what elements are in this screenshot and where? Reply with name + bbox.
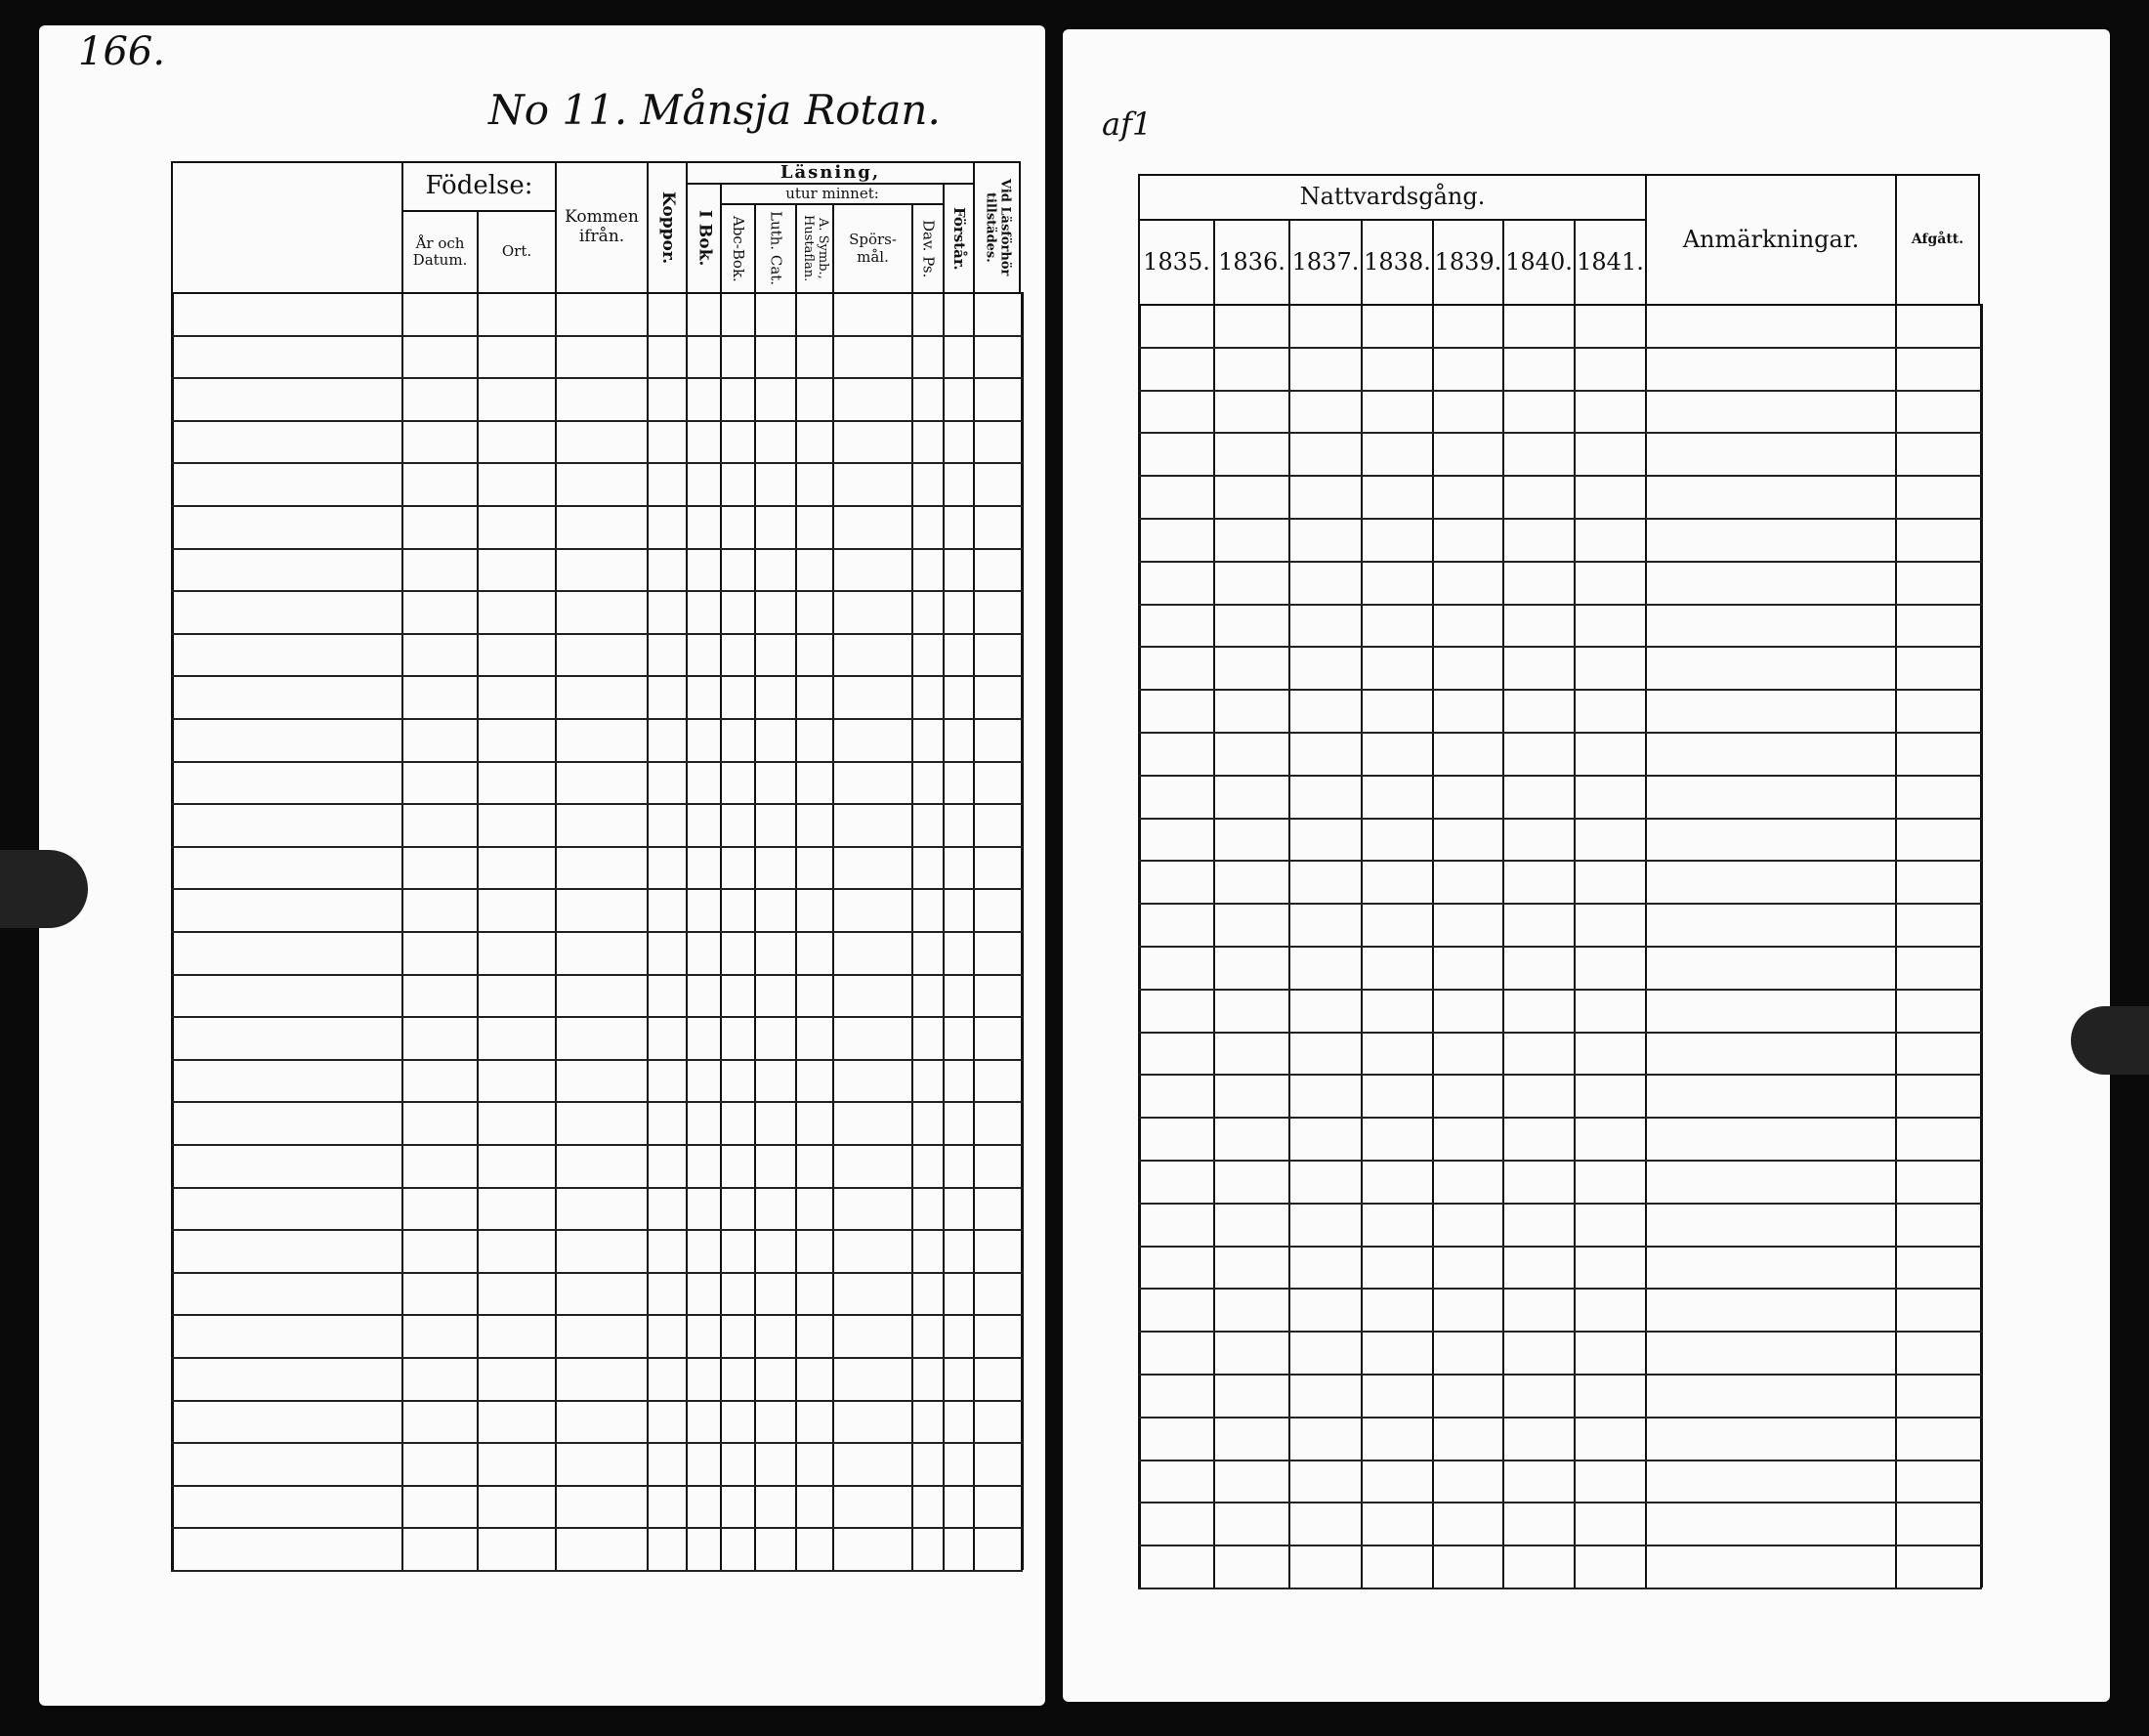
right-table-row-rule [1138, 903, 1982, 906]
left-table-row-rule [171, 1484, 1023, 1487]
right-table-row-rule [1138, 1245, 1982, 1248]
left-table-row-rule [171, 973, 1023, 976]
kommen-ifran-header: Kommen ifrån. [555, 161, 649, 294]
left-table-row-rule [171, 803, 1023, 806]
page-number: 166. [78, 29, 166, 74]
right-table-row-rule [1138, 475, 1982, 478]
right-table-row-rule [1138, 1160, 1982, 1162]
left-table-row-rule [171, 1101, 1023, 1104]
right-table-row-rule [1138, 988, 1982, 991]
left-table-row-rule [171, 1058, 1023, 1061]
page-mark: af1 [1102, 106, 1153, 143]
anmarkningar-header: Anmärkningar. [1645, 174, 1897, 306]
left-table-row-rule [171, 931, 1023, 933]
right-table-row-rule [1138, 646, 1982, 649]
right-table-row-rule [1138, 1459, 1982, 1461]
left-table-row-rule [171, 462, 1023, 465]
right-table-row-rule [1138, 1331, 1982, 1334]
right-table-row-rule [1138, 1202, 1982, 1205]
left-table-row-rule [171, 1314, 1023, 1317]
right-table-row-rule [1138, 1588, 1982, 1589]
right-table-row-rule [1138, 946, 1982, 948]
sporsmal-header: Spörs-mål. [832, 203, 913, 294]
year-1841-header: 1841. [1574, 219, 1647, 306]
right-table-row-rule [1138, 1545, 1982, 1547]
year-1839-header: 1839. [1432, 219, 1504, 306]
right-table-row-rule [1138, 1117, 1982, 1120]
left-table-row-rule [171, 1186, 1023, 1189]
left-table-row-rule [171, 334, 1023, 337]
name-header [171, 161, 403, 294]
utur-minnet-header: utur minnet: [720, 183, 945, 205]
left-table-row-rule [171, 505, 1023, 507]
right-table-row-rule [1138, 774, 1982, 777]
book-clasp-left [0, 850, 88, 928]
right-table-row-rule [1138, 603, 1982, 606]
left-table-row-rule [171, 377, 1023, 380]
left-table-row-rule [171, 632, 1023, 635]
afgatt-header: Afgått. [1895, 174, 1980, 306]
right-table-row-rule [1138, 1502, 1982, 1504]
left-table-row-rule [171, 1527, 1023, 1530]
fodelse-header: Födelse: [401, 161, 557, 212]
koppor-header: Koppor. [647, 161, 688, 294]
symb-hustaflan-header: A. Symb., Hustaflan. [795, 203, 834, 294]
left-table-row-rule [171, 1442, 1023, 1445]
right-table-row-rule [1138, 1416, 1982, 1418]
left-table-row-rule [171, 1144, 1023, 1146]
page-heading: No 11. Månsja Rotan. [488, 86, 941, 134]
left-table-row-rule [171, 590, 1023, 593]
right-table-row-rule [1138, 860, 1982, 863]
forstar-header: Förstår. [943, 183, 975, 294]
vid-lasforhor-header: Vid Läsförhör tillstädes. [973, 161, 1021, 294]
ar-och-datum-header: År och Datum. [401, 210, 479, 294]
year-1838-header: 1838. [1361, 219, 1434, 306]
right-table-row-rule [1138, 732, 1982, 734]
left-table-row-rule [171, 1016, 1023, 1019]
year-1835-header: 1835. [1138, 219, 1215, 306]
right-table-row-rule [1138, 518, 1982, 520]
right-page [1063, 29, 2110, 1702]
year-1840-header: 1840. [1502, 219, 1576, 306]
right-table-row-rule [1138, 1374, 1982, 1376]
i-bok-header: I Bok. [686, 183, 722, 294]
dav-ps-header: Dav. Ps. [911, 203, 945, 294]
left-table-row-rule [171, 1399, 1023, 1402]
left-table-row-rule [171, 845, 1023, 848]
abc-bok-header: Abc-Bok. [720, 203, 756, 294]
right-table-row-rule [1138, 560, 1982, 563]
left-table-row-rule [171, 1570, 1023, 1572]
right-table-row-rule [1138, 346, 1982, 349]
lasning-header: Läsning, [686, 161, 975, 185]
left-table-row-rule [171, 1271, 1023, 1274]
left-table-row-rule [171, 888, 1023, 891]
left-table-row-rule [171, 718, 1023, 720]
ort-header: Ort. [477, 210, 557, 294]
book-clasp-right [2071, 1006, 2149, 1075]
right-table-row-rule [1138, 389, 1982, 392]
right-table-row-rule [1138, 1288, 1982, 1291]
year-1837-header: 1837. [1288, 219, 1363, 306]
right-table-row-rule [1138, 689, 1982, 692]
right-table-row-rule [1138, 432, 1982, 435]
left-table-row-rule [171, 1357, 1023, 1359]
left-table-row-rule [171, 675, 1023, 678]
left-table-row-rule [171, 1229, 1023, 1232]
left-page [39, 25, 1045, 1706]
year-1836-header: 1836. [1213, 219, 1290, 306]
right-table-row-rule [1138, 1074, 1982, 1077]
right-table-row-rule [1138, 817, 1982, 820]
left-table-row-rule [171, 547, 1023, 550]
nattvardsgang-header: Nattvardsgång. [1138, 174, 1647, 221]
right-table-row-rule [1138, 1031, 1982, 1034]
luth-cat-header: Luth. Cat. [754, 203, 797, 294]
left-table-row-rule [171, 760, 1023, 763]
left-table-row-rule [171, 419, 1023, 422]
